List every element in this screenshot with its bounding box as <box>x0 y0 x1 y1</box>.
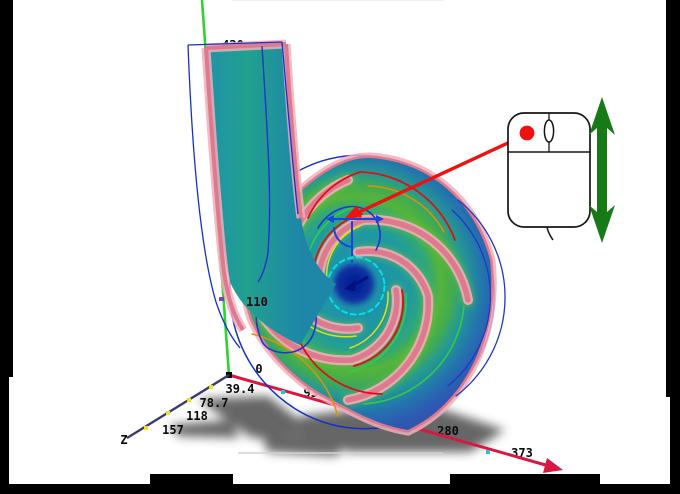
z-tick-label: 39.4 <box>226 382 255 396</box>
rotation-dot <box>350 264 354 268</box>
origin-label: 0 <box>255 362 262 376</box>
z-tick <box>209 385 213 389</box>
center-vector-head-icon <box>344 280 356 291</box>
mouse-cable <box>546 226 554 241</box>
annotation-line <box>356 135 522 215</box>
center-core <box>335 265 373 303</box>
left-button-dot-icon <box>519 125 535 141</box>
annotation-arrow-icon <box>345 135 522 218</box>
rotation-glyph <box>326 215 384 268</box>
rotation-dot <box>350 259 354 263</box>
z-tick-label: 157 <box>162 423 184 437</box>
z-tick-label: 118 <box>186 409 208 423</box>
x-axis-arrowhead-icon <box>543 458 563 473</box>
scroll-wheel-icon <box>543 119 555 143</box>
y-tick <box>219 297 224 301</box>
pipe-edge <box>204 42 303 332</box>
z-tick <box>187 398 191 402</box>
mouse-icon <box>507 112 591 241</box>
x-tick <box>281 390 285 394</box>
x-tick <box>486 450 490 454</box>
rotation-arrow-right-icon <box>376 215 384 223</box>
rotation-arc <box>332 226 353 248</box>
pipe-fill <box>206 44 336 345</box>
pipe-wireframe <box>187 41 299 349</box>
annotation-arrowhead <box>345 205 362 218</box>
z-tick <box>166 411 170 415</box>
vertical-double-arrow-icon <box>589 97 615 243</box>
rotation-arrow-left-icon <box>326 215 334 223</box>
y-tick-label: 110 <box>246 295 268 309</box>
z-axis-name: Z <box>120 433 127 447</box>
contour-orange <box>251 185 445 417</box>
inlet-pipe <box>187 39 336 349</box>
z-tick <box>144 426 148 430</box>
z-axis-ruler: 39.4 78.7 118 157 Z <box>120 373 255 447</box>
z-tick-label: 78.7 <box>200 396 229 410</box>
